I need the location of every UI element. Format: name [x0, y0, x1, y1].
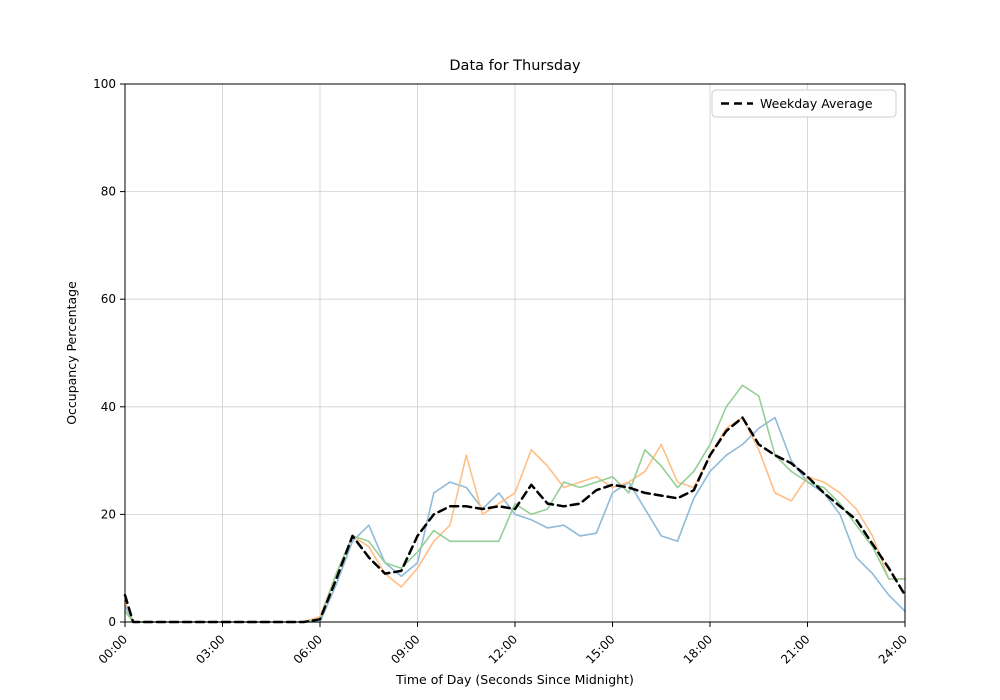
x-axis-label: Time of Day (Seconds Since Midnight) [395, 672, 634, 687]
y-tick-label: 60 [101, 292, 116, 306]
y-tick-label: 0 [108, 615, 116, 629]
y-tick-label: 40 [101, 400, 116, 414]
y-axis-label: Occupancy Percentage [64, 281, 79, 425]
tick-marks [120, 83, 906, 627]
legend-label: Weekday Average [760, 96, 873, 111]
y-tick-label: 100 [93, 77, 116, 91]
y-tick-label: 80 [101, 185, 116, 199]
chart-title: Data for Thursday [449, 58, 581, 74]
y-tick-label: 20 [101, 507, 116, 521]
legend-box [711, 89, 897, 118]
legend: Weekday Average [711, 89, 897, 118]
